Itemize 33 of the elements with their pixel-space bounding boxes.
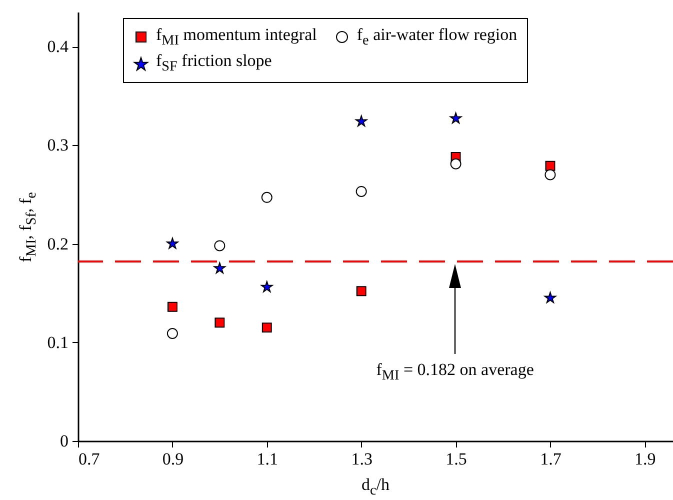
legend-label: f$_{e}$ air-water flow region [356,25,518,50]
point [450,112,462,124]
point [214,262,226,274]
point [262,322,272,333]
x-tick-label: 1.9 [634,450,656,468]
y-tick-label: 0 [60,432,68,450]
x-tick-label: 0.7 [78,450,100,468]
point [544,292,556,304]
point [260,280,273,292]
x-tick-label: 0.9 [162,450,184,468]
point [166,238,178,249]
annotation: f$_{MI}$ = 0.182 on average [376,360,534,384]
x-tick-label: 1.5 [446,450,467,468]
point [214,240,226,252]
point [356,186,367,197]
point [261,192,272,203]
y-tick-label: 0.2 [47,234,68,254]
x-axis-title: d$_{c}$/h [362,475,390,500]
y-tick-label: 0.4 [47,37,69,56]
point [450,158,462,170]
legend-label: f$_{MI}$ momentum integral [156,25,317,50]
point [167,302,178,312]
point [356,286,366,296]
y-tick-label: 0.3 [47,136,68,155]
point [166,328,178,339]
legend-label: f$_{SF}$ friction slope [156,51,272,76]
point [355,115,368,127]
point [214,318,225,328]
point [544,169,556,180]
x-tick-label: 1.3 [351,450,372,468]
y-tick-label: 0.1 [47,332,68,352]
x-tick-label: 1.1 [256,450,278,468]
x-tick-label: 1.7 [540,450,562,468]
